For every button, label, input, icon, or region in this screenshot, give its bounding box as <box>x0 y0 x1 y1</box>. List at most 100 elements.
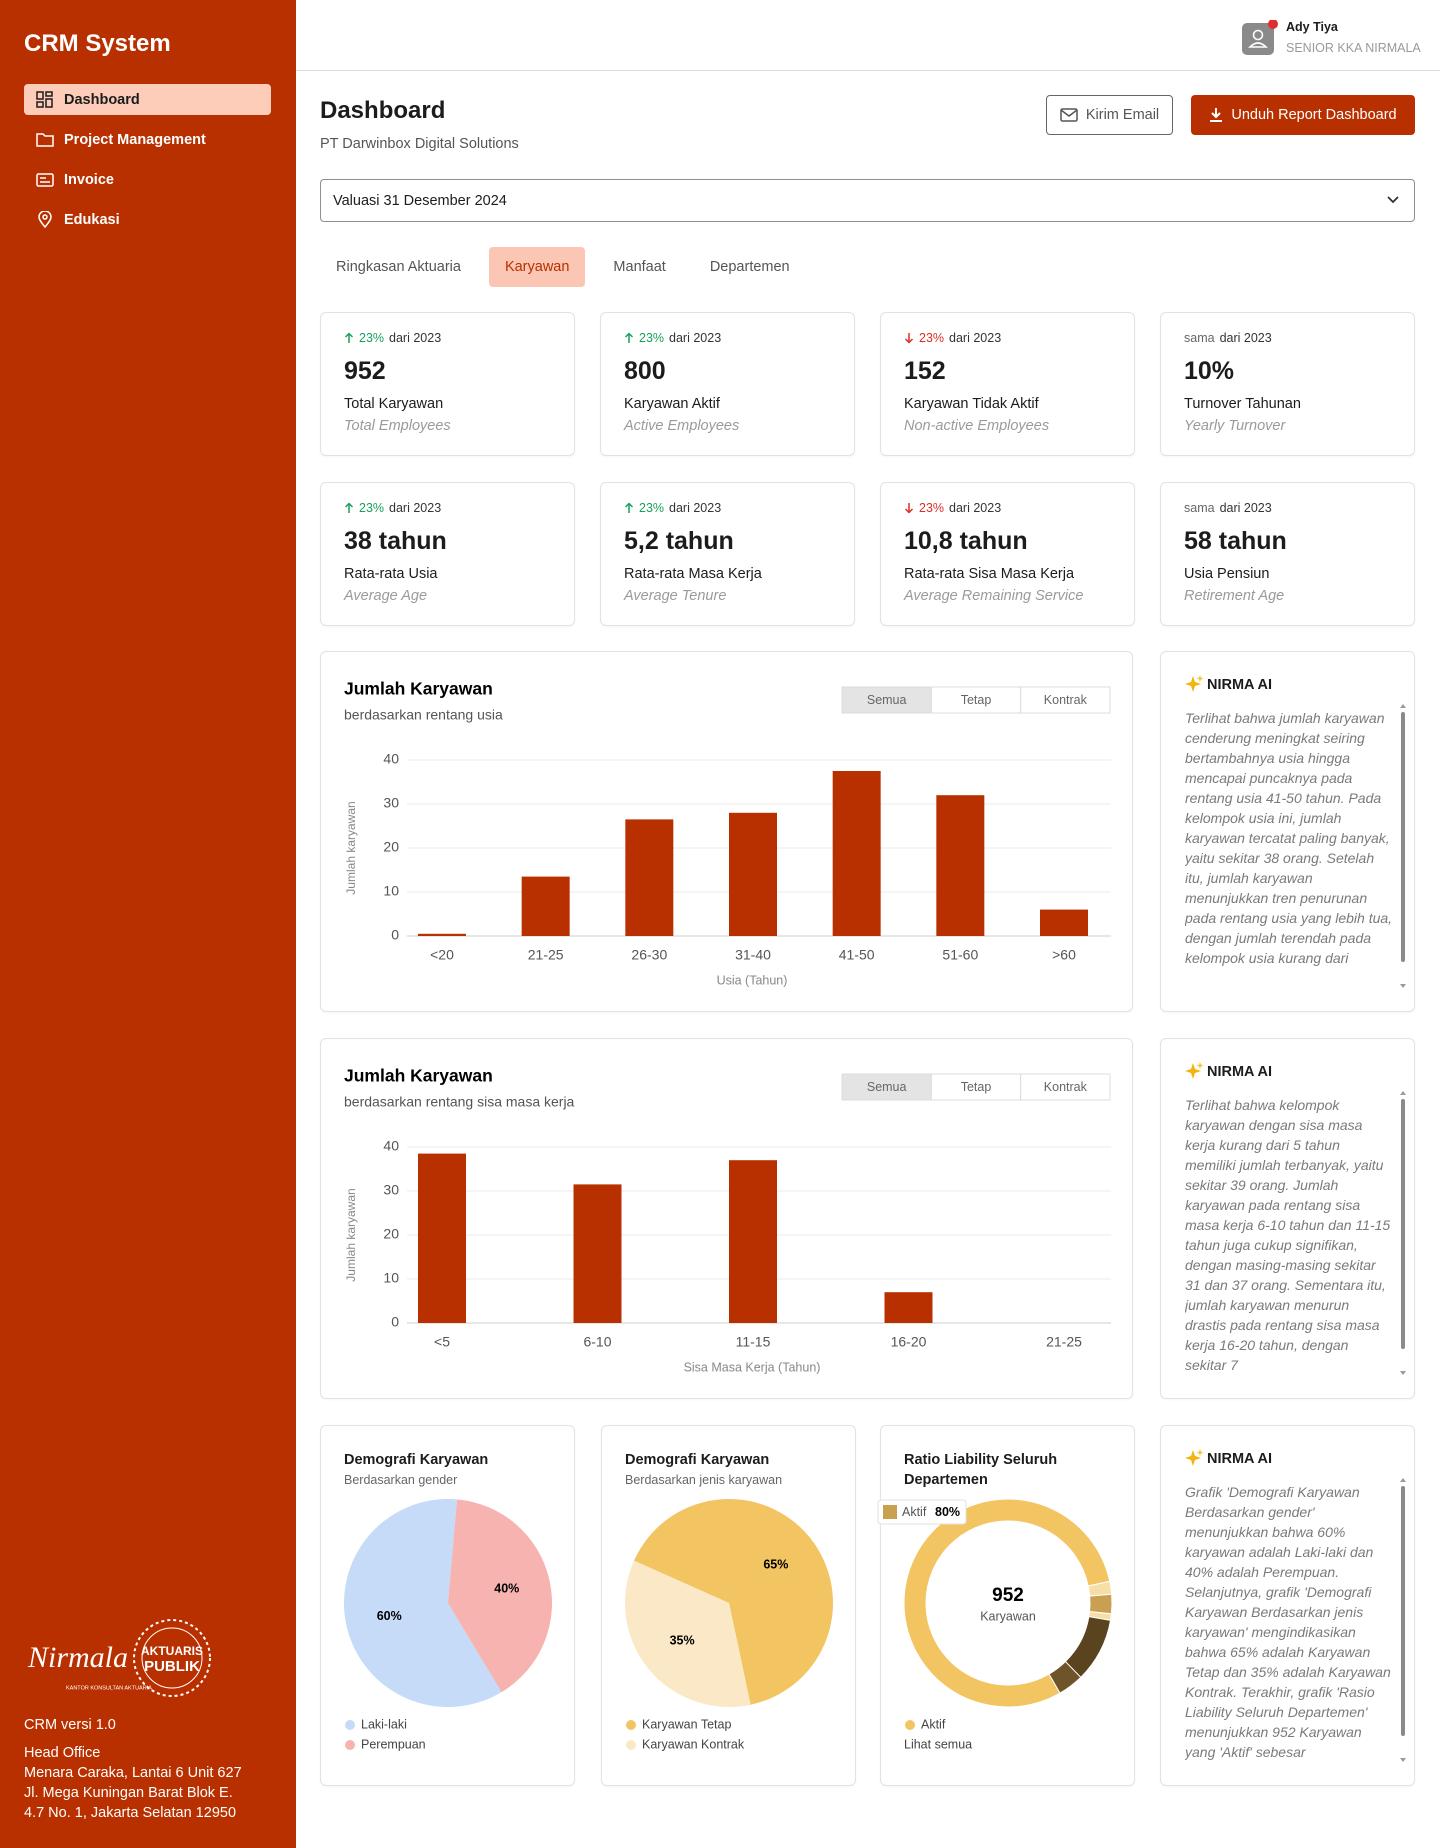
nav-label: Invoice <box>64 171 114 188</box>
nav-label: Edukasi <box>64 211 120 228</box>
y-tick-label: 20 <box>383 1226 399 1242</box>
slice <box>448 1499 552 1693</box>
nav-label: Project Management <box>64 131 206 148</box>
ai-text: Terlihat bahwa jumlah karyawan cenderung… <box>1185 710 1393 966</box>
x-tick-label: 26-30 <box>631 947 667 963</box>
chart-card: 65% 35% Karyawan Tetap Karyawan Kontrak Demo… <box>601 1425 856 1786</box>
bar <box>729 1160 777 1323</box>
tab[interactable]: Ringkasan Aktuaria <box>336 259 461 275</box>
filter-option[interactable]: Kontrak <box>1020 1073 1111 1101</box>
ai-title: NIRMA AI <box>1207 1064 1272 1080</box>
stat-label: Usia Pensiun <box>1184 566 1270 582</box>
pie-chart: 65% 35% Karyawan Tetap Karyawan Kontrak <box>625 1499 833 1751</box>
pie-chart: 60% 40% Laki-laki Perempuan <box>344 1499 552 1751</box>
y-axis-label: Jumlah karyawan <box>344 801 358 894</box>
bar <box>418 1153 466 1323</box>
address-line: 4.7 No. 1, Jakarta Selatan 12950 <box>24 1805 237 1821</box>
email-button[interactable]: Kirim Email <box>1046 95 1173 135</box>
ai-text: Grafik 'Demografi Karyawan Berdasarkan g… <box>1185 1484 1391 1760</box>
change-row: sama dari 2023 <box>1184 501 1272 515</box>
bar <box>625 819 674 936</box>
tabs: Ringkasan Aktuaria Karyawan Manfaat Departe… <box>320 247 806 287</box>
slice-label: 60% <box>377 1609 402 1623</box>
filter-option[interactable]: Tetap <box>930 1073 1022 1101</box>
stat-sublabel: Retirement Age <box>1184 588 1285 604</box>
chart-title: Jumlah Karyawan <box>344 1066 493 1086</box>
scrollbar[interactable] <box>1398 1476 1408 1766</box>
address-line: Menara Caraka, Lantai 6 Unit 627 <box>24 1765 242 1781</box>
stat-label: Karyawan Aktif <box>624 396 720 412</box>
slice-label: 35% <box>670 1633 695 1647</box>
x-tick-label: 51-60 <box>942 947 978 963</box>
sparkle-icon <box>1185 1062 1204 1079</box>
tooltip: Aktif 80% <box>877 1499 967 1525</box>
legend-link[interactable]: Lihat semua <box>904 1737 972 1751</box>
donut-chart: Aktif 952 Karyawan Lihat semua Aktif 80% <box>877 1498 1113 1751</box>
ai-card: NIRMA AI Grafik 'Demografi Karyawan Berda… <box>1160 1425 1415 1786</box>
scrollbar[interactable] <box>1398 702 1408 992</box>
filter-box <box>1020 686 1111 714</box>
bar <box>832 771 881 936</box>
tooltip-label: Aktif <box>902 1505 927 1519</box>
filter-box <box>841 686 932 714</box>
nav-item[interactable]: Dashboard <box>24 84 271 115</box>
slice <box>625 1560 751 1707</box>
nav-item[interactable]: Invoice <box>24 164 271 195</box>
legend-swatch <box>626 1720 636 1730</box>
stat-label: Karyawan Tidak Aktif <box>904 396 1039 412</box>
avatar[interactable] <box>1242 20 1282 56</box>
stat-value: 58 tahun <box>1184 527 1287 555</box>
nav-item[interactable]: Edukasi <box>24 204 271 235</box>
office-title: Head Office <box>24 1745 101 1761</box>
change-value: 23% <box>359 501 385 515</box>
tab[interactable]: Manfaat <box>613 259 666 275</box>
x-tick-label: 41-50 <box>839 947 875 963</box>
slice <box>1089 1593 1113 1615</box>
change-row: 23% dari 2023 <box>904 331 1001 345</box>
slice <box>633 1499 833 1705</box>
filter-option[interactable]: Semua <box>841 686 932 714</box>
change-arrow <box>344 502 354 513</box>
nav-item[interactable]: Project Management <box>24 124 271 155</box>
stat-sublabel: Yearly Turnover <box>1184 418 1286 434</box>
chart-title: Demografi Karyawan <box>344 1452 489 1468</box>
y-tick-label: 0 <box>391 927 399 943</box>
badge-top: AKTUARIS <box>141 1644 203 1658</box>
stat-value: 952 <box>344 357 386 385</box>
select-value: Valuasi 31 Desember 2024 <box>333 192 507 209</box>
chart-card: 60% 40% Laki-laki Perempuan Demografi Karyaw… <box>320 1425 575 1786</box>
valuation-select[interactable]: Valuasi 31 Desember 2024 <box>320 179 1415 222</box>
chart-title: Demografi Karyawan <box>625 1452 770 1468</box>
address-line: Jl. Mega Kuningan Barat Blok E. <box>24 1785 233 1801</box>
change-since: dari 2023 <box>949 501 1002 515</box>
filter-option[interactable]: Tetap <box>930 686 1022 714</box>
ai-text: Terlihat bahwa kelompok karyawan dengan … <box>1185 1097 1391 1373</box>
y-tick-label: 30 <box>383 1182 399 1198</box>
tab[interactable]: Karyawan <box>488 247 586 287</box>
filter-option[interactable]: Kontrak <box>1020 686 1111 714</box>
y-axis-label: Jumlah karyawan <box>344 1188 358 1281</box>
stat-label: Rata-rata Masa Kerja <box>624 566 762 582</box>
badge-inner <box>141 1627 203 1689</box>
stat-card: 23% dari 2023 952 Total Karyawan Total Emplo… <box>320 312 575 456</box>
chevron <box>1387 196 1399 204</box>
scrollbar[interactable] <box>1398 1089 1408 1379</box>
change-row: 23% dari 2023 <box>344 331 441 345</box>
tooltip-box <box>877 1499 967 1525</box>
mail-icon <box>1060 108 1078 122</box>
y-tick-label: 0 <box>391 1314 399 1330</box>
filter-option[interactable]: Semua <box>841 1073 932 1101</box>
x-tick-label: 11-15 <box>736 1334 771 1350</box>
logo-tagline: KANTOR KONSULTAN AKTUARIA <box>66 1685 152 1691</box>
tab[interactable]: Departemen <box>709 259 790 275</box>
bar <box>729 812 777 936</box>
download-button[interactable]: Unduh Report Dashboard <box>1191 95 1415 135</box>
chart-title: Ratio Liability Seluruh Departemen <box>904 1452 1058 1488</box>
change-arrow <box>344 332 354 343</box>
slice <box>344 1499 502 1707</box>
stat-card: 23% dari 2023 38 tahun Rata-rata Usia Averag… <box>320 482 575 626</box>
change-arrow <box>904 333 914 344</box>
stat-value: 800 <box>624 357 666 385</box>
bar <box>418 933 466 936</box>
change-value: 23% <box>639 331 665 345</box>
